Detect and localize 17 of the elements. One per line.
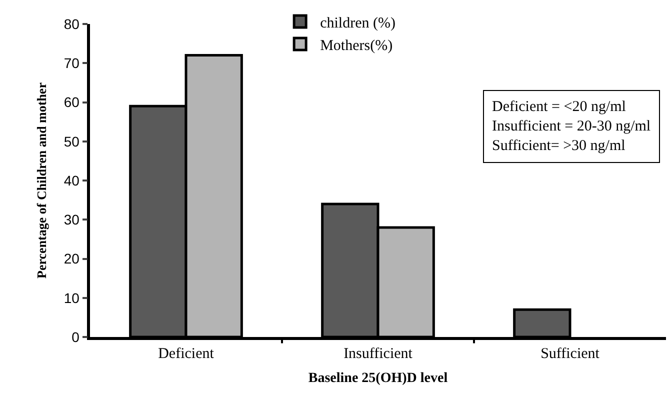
- y-tick-label: 10: [64, 290, 80, 306]
- y-tick-label: 80: [64, 16, 80, 32]
- y-tick-label: 70: [64, 55, 80, 72]
- legend-label: Mothers(%): [320, 38, 393, 54]
- y-tick-label: 20: [64, 250, 80, 267]
- y-tick-label: 40: [64, 172, 80, 188]
- x-tick-label: Insufficient: [344, 346, 414, 362]
- y-tick-label: 60: [64, 94, 80, 110]
- y-tick-label: 30: [64, 212, 80, 228]
- annotation: Deficient = <20 ng/ml Insufficient = 20-30 ng/ml Sufficient= >30 ng/ml: [492, 99, 651, 154]
- y-tick-label: 0: [72, 328, 80, 345]
- x-tick-label: Deficient: [158, 346, 215, 362]
- y-axis-title: Percentage of Children and mother: [34, 82, 49, 278]
- y-tick-label: 50: [64, 133, 80, 150]
- x-tick-label: Sufficient: [540, 346, 600, 362]
- x-axis-title: Baseline 25(OH)D level: [308, 371, 448, 386]
- legend-label: children (%): [320, 15, 396, 32]
